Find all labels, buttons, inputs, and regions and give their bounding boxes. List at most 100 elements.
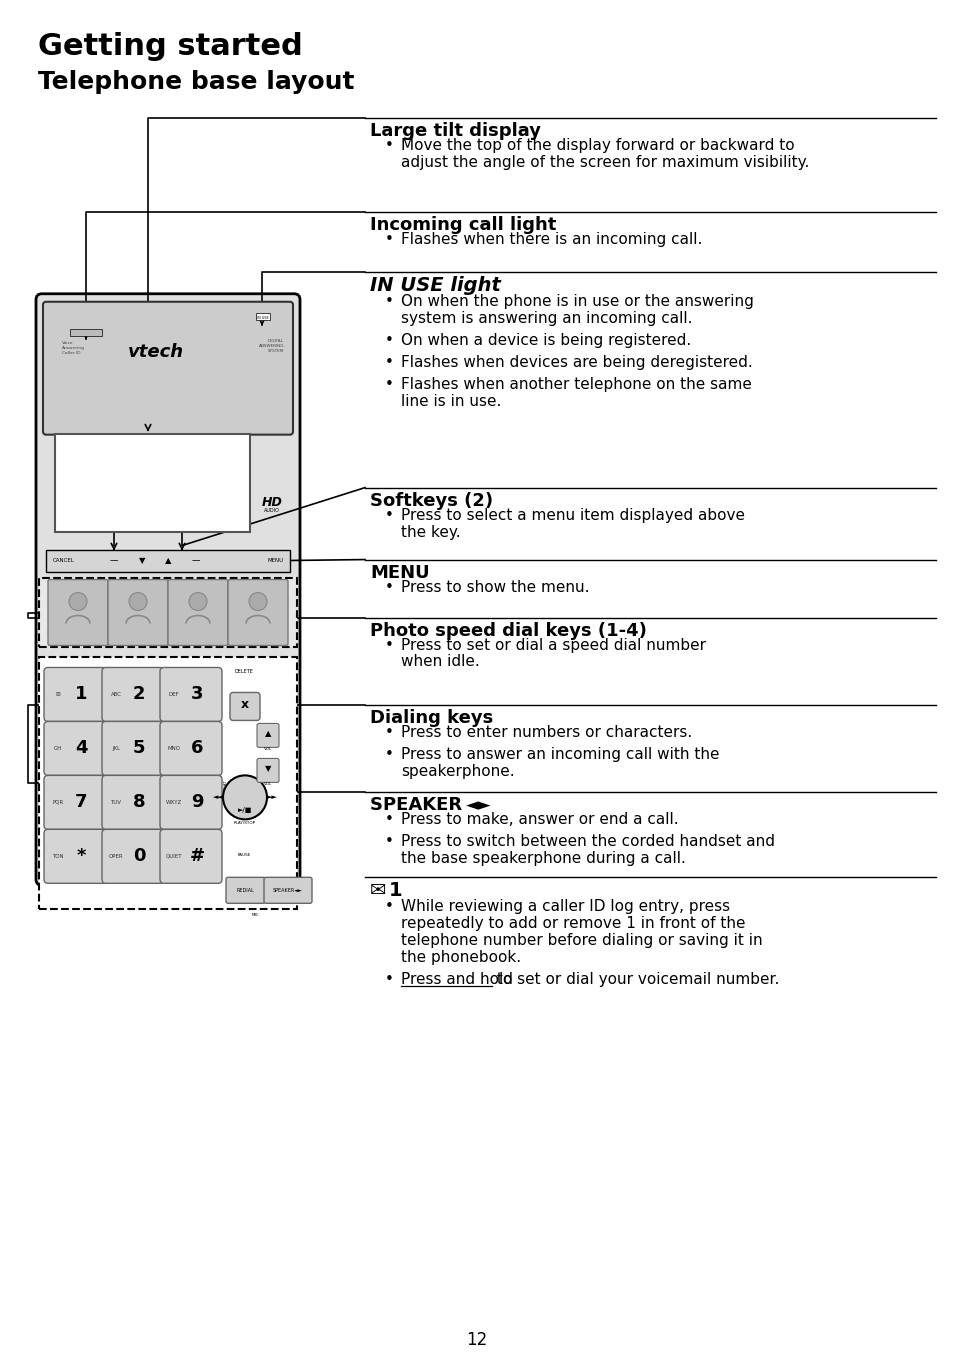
Text: •: • [385,812,394,827]
Text: OPER: OPER [109,854,123,858]
Text: GH: GH [53,746,62,751]
Text: 12: 12 [466,1331,487,1349]
Bar [70,329,102,336]
Text: •: • [385,580,394,594]
Text: •: • [385,899,394,914]
Text: •: • [385,294,394,309]
FancyBboxPatch shape [44,668,106,722]
Text: Press to make, answer or end a call.: Press to make, answer or end a call. [400,812,678,827]
Text: PQR: PQR [52,800,64,804]
Text: Large tilt display: Large tilt display [370,122,540,139]
Text: •: • [385,638,394,653]
Text: Softkeys (2): Softkeys (2) [370,492,493,509]
Text: Press to enter numbers or characters.: Press to enter numbers or characters. [400,726,692,741]
Text: vtech: vtech [128,343,184,360]
FancyBboxPatch shape [102,776,164,830]
Text: QUIET: QUIET [166,854,182,858]
Text: On when a device is being registered.: On when a device is being registered. [400,333,691,348]
Text: DELETE: DELETE [234,669,253,674]
FancyBboxPatch shape [264,877,312,903]
Text: ▲: ▲ [165,556,172,565]
Text: speakerphone.: speakerphone. [400,765,514,780]
Text: 1: 1 [74,685,87,704]
Bar [55,433,250,532]
Text: 3: 3 [191,685,203,704]
FancyBboxPatch shape [102,668,164,722]
Text: #: # [190,848,204,865]
Text: 4: 4 [74,739,87,757]
Bar [39,578,296,647]
Text: •: • [385,333,394,348]
Text: ✉: ✉ [370,881,386,900]
Text: Incoming call light: Incoming call light [370,215,556,234]
Text: Telephone base layout: Telephone base layout [38,70,355,93]
Text: Press to set or dial a speed dial number: Press to set or dial a speed dial number [400,638,705,653]
Text: to set or dial your voicemail number.: to set or dial your voicemail number. [492,972,779,987]
Text: Press to show the menu.: Press to show the menu. [400,580,589,594]
FancyBboxPatch shape [43,302,293,435]
Text: SPEAKER◄►: SPEAKER◄► [273,888,302,894]
Text: •: • [385,138,394,153]
Text: TON: TON [52,854,64,858]
Text: •: • [385,726,394,741]
Text: VOL: VOL [264,747,272,751]
Text: 9: 9 [191,793,203,811]
Circle shape [223,776,267,819]
Text: Dialing keys: Dialing keys [370,709,493,727]
Text: MENU: MENU [268,558,284,563]
Text: telephone number before dialing or saving it in: telephone number before dialing or savin… [400,933,761,948]
FancyBboxPatch shape [228,580,288,646]
FancyBboxPatch shape [102,722,164,776]
Text: MNO: MNO [168,746,180,751]
Text: SPEAKER: SPEAKER [370,796,468,814]
Text: Getting started: Getting started [38,32,302,61]
Text: Move the top of the display forward or backward to: Move the top of the display forward or b… [400,138,794,153]
Text: 7: 7 [74,793,87,811]
Text: While reviewing a caller ID log entry, press: While reviewing a caller ID log entry, p… [400,899,729,914]
Text: DIGITAL
ANSWERING
SYSTEM: DIGITAL ANSWERING SYSTEM [258,338,284,352]
Text: ✉: ✉ [55,692,60,697]
Text: Press to select a menu item displayed above: Press to select a menu item displayed ab… [400,508,744,523]
Circle shape [129,593,147,611]
Text: —: — [192,556,200,565]
Text: HD: HD [261,496,282,509]
Text: IN USE: IN USE [257,315,269,320]
Text: VOL: VOL [264,783,272,787]
FancyBboxPatch shape [44,830,106,883]
FancyBboxPatch shape [48,580,108,646]
FancyBboxPatch shape [160,776,222,830]
Text: AUDIO: AUDIO [264,508,279,513]
Text: 5: 5 [132,739,145,757]
Text: TUV: TUV [111,800,121,804]
Text: •: • [385,972,394,987]
Text: WXYZ: WXYZ [166,800,182,804]
Text: 1: 1 [389,881,402,900]
Text: —: — [110,556,118,565]
Text: Press to switch between the corded handset and: Press to switch between the corded hands… [400,834,774,849]
Text: Voice
Answering
Caller ID: Voice Answering Caller ID [62,341,85,355]
Text: line is in use.: line is in use. [400,394,501,409]
FancyBboxPatch shape [102,830,164,883]
Circle shape [189,593,207,611]
Text: the base speakerphone during a call.: the base speakerphone during a call. [400,852,685,867]
FancyBboxPatch shape [160,830,222,883]
Text: •: • [385,355,394,370]
Text: •: • [385,747,394,762]
Text: REPEAT: REPEAT [224,780,228,795]
Text: Press and hold: Press and hold [400,972,513,987]
Text: PAUSE: PAUSE [237,853,251,857]
Text: ▲: ▲ [265,728,271,738]
Text: ▼: ▼ [265,764,271,773]
Text: On when the phone is in use or the answering: On when the phone is in use or the answe… [400,294,753,309]
Text: adjust the angle of the screen for maximum visibility.: adjust the angle of the screen for maxim… [400,154,808,169]
Text: IN USE light: IN USE light [370,276,500,295]
FancyBboxPatch shape [160,722,222,776]
Text: ►►: ►► [266,795,277,800]
Text: x: x [241,697,249,711]
Text: the phonebook.: the phonebook. [400,951,520,965]
Bar [46,550,290,571]
Text: Photo speed dial keys (1-4): Photo speed dial keys (1-4) [370,621,646,639]
Text: ABC: ABC [111,692,121,697]
FancyBboxPatch shape [36,294,299,886]
FancyBboxPatch shape [226,877,265,903]
